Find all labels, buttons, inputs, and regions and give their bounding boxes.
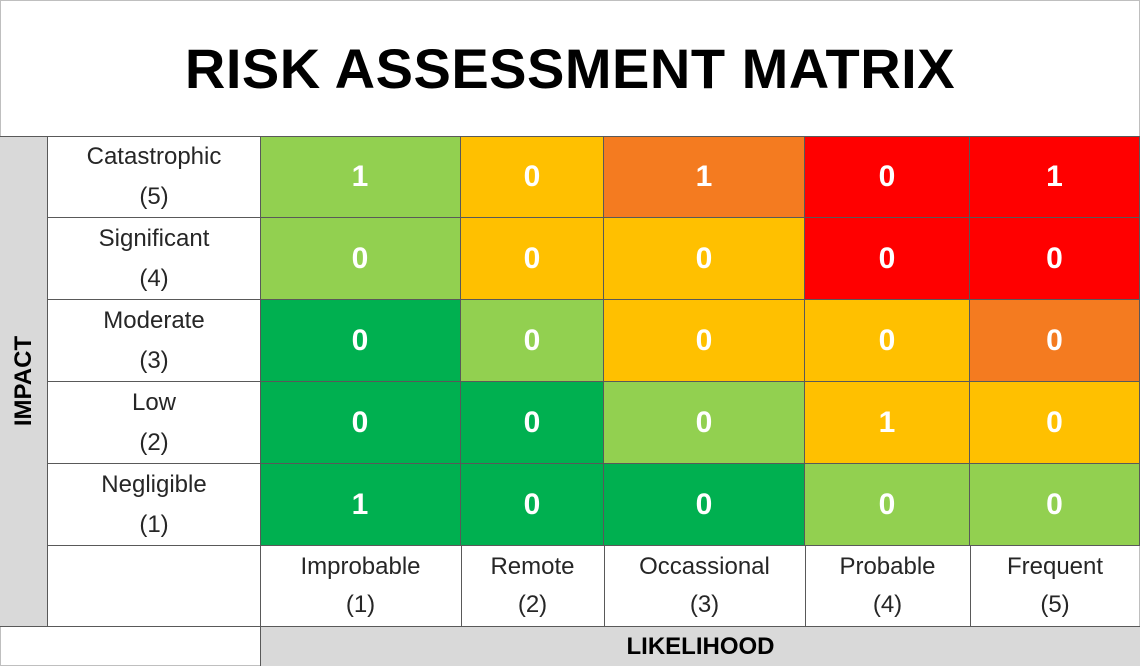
likelihood-column-label: Probable (4) xyxy=(805,546,970,626)
grid-line xyxy=(260,136,261,626)
matrix-cell: 0 xyxy=(805,300,970,382)
likelihood-column-name: Improbable xyxy=(300,553,421,580)
matrix-cell: 0 xyxy=(970,382,1140,464)
impact-row-label: Significant (4) xyxy=(48,218,260,300)
matrix-cell: 0 xyxy=(461,464,604,546)
matrix-cell: 0 xyxy=(604,464,805,546)
matrix-cell: 0 xyxy=(461,382,604,464)
matrix-cell: 0 xyxy=(970,218,1140,300)
impact-row-name: Moderate xyxy=(103,306,205,334)
impact-row-score: (2) xyxy=(139,428,169,456)
likelihood-column-name: Occassional xyxy=(639,553,770,580)
chart-title: RISK ASSESSMENT MATRIX xyxy=(184,36,956,100)
likelihood-column-name: Probable xyxy=(839,553,936,580)
likelihood-column-label: Frequent (5) xyxy=(970,546,1140,626)
impact-row-label: Catastrophic (5) xyxy=(48,136,260,218)
matrix-cell: 0 xyxy=(260,218,461,300)
impact-row-score: (3) xyxy=(139,346,169,374)
x-axis-label: LIKELIHOOD xyxy=(260,626,1140,666)
matrix-cell: 1 xyxy=(604,136,805,218)
matrix-cell: 0 xyxy=(805,218,970,300)
matrix-cell: 0 xyxy=(260,300,461,382)
likelihood-column-name: Frequent xyxy=(1006,553,1104,580)
matrix-cell: 0 xyxy=(805,136,970,218)
likelihood-column-score: (4) xyxy=(872,591,903,618)
likelihood-column-name: Remote xyxy=(490,553,575,580)
impact-row-name: Significant xyxy=(98,224,210,252)
impact-row-score: (4) xyxy=(139,264,169,292)
likelihood-column-score: (3) xyxy=(689,591,720,618)
matrix-cell: 0 xyxy=(604,218,805,300)
matrix-cell: 1 xyxy=(970,136,1140,218)
grid-line xyxy=(0,136,1140,137)
impact-row-score: (5) xyxy=(139,182,169,210)
grid-line xyxy=(461,546,462,626)
matrix-cell: 0 xyxy=(461,300,604,382)
impact-row-label: Moderate (3) xyxy=(48,300,260,382)
matrix-cell: 0 xyxy=(970,464,1140,546)
likelihood-column-score: (1) xyxy=(345,591,376,618)
matrix-cell: 0 xyxy=(970,300,1140,382)
impact-row-name: Catastrophic xyxy=(86,142,222,170)
likelihood-column-label: Improbable (1) xyxy=(260,546,461,626)
impact-axis-band xyxy=(0,136,48,626)
matrix-cell: 0 xyxy=(604,300,805,382)
impact-row-label: Low (2) xyxy=(48,382,260,464)
impact-row-score: (1) xyxy=(139,510,169,538)
matrix-cell: 0 xyxy=(604,382,805,464)
grid-line xyxy=(970,546,971,626)
matrix-cell: 0 xyxy=(461,136,604,218)
likelihood-column-score: (5) xyxy=(1040,591,1070,618)
grid-line xyxy=(604,546,605,626)
matrix-cell: 1 xyxy=(260,464,461,546)
matrix-cell: 1 xyxy=(260,136,461,218)
grid-line xyxy=(805,546,806,626)
impact-row-name: Negligible xyxy=(101,470,207,498)
impact-row-name: Low xyxy=(131,388,177,416)
likelihood-column-label: Occassional (3) xyxy=(604,546,805,626)
likelihood-column-score: (2) xyxy=(517,591,548,618)
matrix-cell: 0 xyxy=(805,464,970,546)
impact-row-label: Negligible (1) xyxy=(48,464,260,546)
matrix-cell: 0 xyxy=(461,218,604,300)
matrix-cell: 1 xyxy=(805,382,970,464)
y-axis-label: IMPACT xyxy=(10,335,37,427)
matrix-cell: 0 xyxy=(260,382,461,464)
likelihood-column-label: Remote (2) xyxy=(461,546,604,626)
